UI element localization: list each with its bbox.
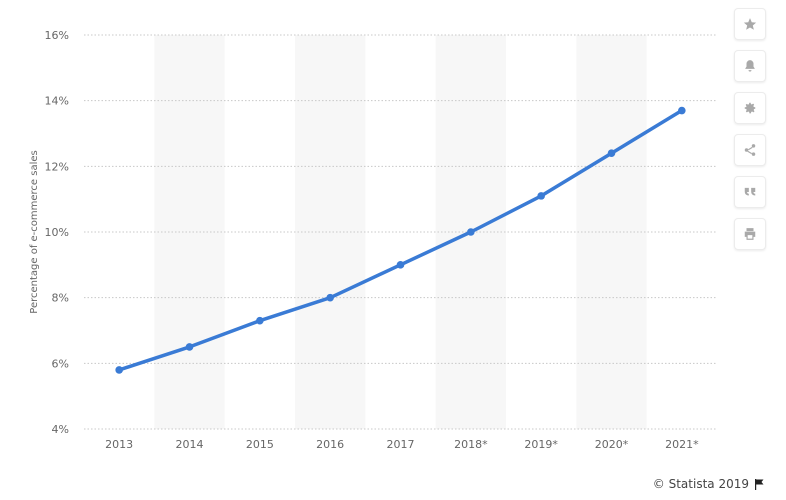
bell-icon (745, 60, 755, 72)
x-tick-label: 2016 (316, 438, 344, 451)
x-tick-label: 2017 (387, 438, 415, 451)
data-points (115, 106, 686, 374)
x-tick-label: 2014 (176, 438, 204, 451)
gridlines (84, 34, 717, 430)
notification-button[interactable] (734, 50, 766, 82)
y-tick-label: 12% (45, 160, 69, 173)
print-button[interactable] (734, 218, 766, 250)
data-point[interactable] (537, 192, 545, 200)
share-icon (744, 144, 756, 156)
gear-icon (744, 102, 756, 114)
favorite-button[interactable] (734, 8, 766, 40)
data-point[interactable] (185, 343, 194, 351)
band (576, 35, 647, 429)
credit: © Statista 2019 (653, 477, 764, 491)
x-tick-label: 2015 (246, 438, 274, 451)
cite-button[interactable] (734, 176, 766, 208)
y-axis-ticks: 4% 6% 8% 10% 12% 14% 16% (45, 29, 69, 436)
settings-button[interactable] (734, 92, 766, 124)
y-tick-label: 4% (52, 423, 69, 436)
share-button[interactable] (734, 134, 766, 166)
y-tick-label: 14% (45, 95, 69, 108)
data-point[interactable] (115, 366, 123, 374)
x-axis-ticks: 2013 2014 2015 2016 2017 2018* 2019* 2020* 2021* (105, 438, 699, 451)
data-point[interactable] (607, 149, 616, 157)
y-tick-label: 16% (45, 29, 69, 42)
data-point[interactable] (256, 316, 264, 325)
data-point[interactable] (467, 228, 475, 236)
y-tick-label: 6% (52, 357, 69, 370)
x-tick-label: 2018* (454, 438, 488, 451)
quote-icon (744, 187, 756, 196)
credit-text[interactable]: © Statista 2019 (652, 477, 749, 491)
y-tick-label: 10% (45, 226, 69, 239)
star-icon (743, 18, 757, 30)
toolbar (734, 8, 768, 260)
flag-icon (755, 478, 764, 490)
y-tick-label: 8% (52, 292, 69, 305)
y-axis-label: Percentage of e-commerce sales (29, 150, 40, 313)
data-point[interactable] (326, 293, 334, 302)
data-point[interactable] (678, 106, 686, 115)
x-tick-label: 2020* (595, 438, 629, 451)
data-point[interactable] (396, 261, 405, 269)
x-tick-label: 2019* (524, 438, 558, 451)
x-tick-label: 2013 (105, 438, 133, 451)
print-icon (744, 228, 756, 240)
x-tick-label: 2021* (665, 438, 699, 451)
